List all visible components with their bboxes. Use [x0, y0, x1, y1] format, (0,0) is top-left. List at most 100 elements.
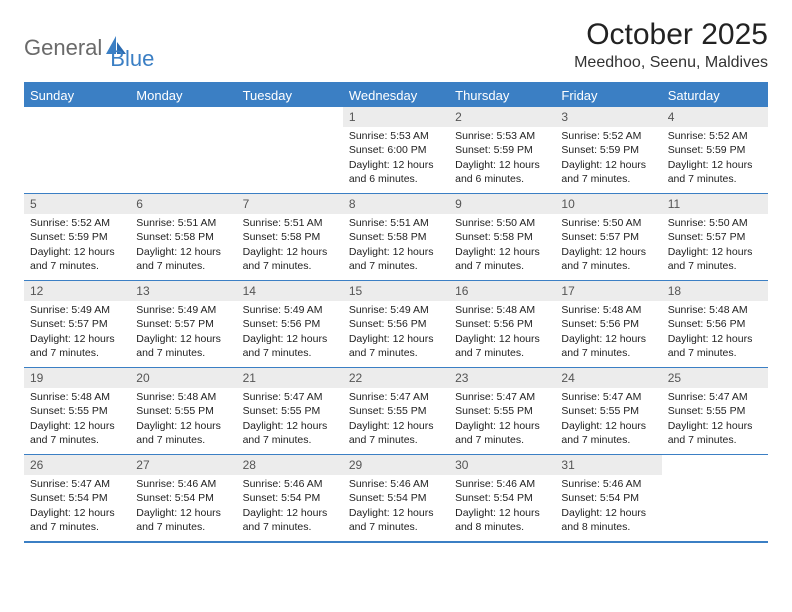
- day-cell: 10Sunrise: 5:50 AMSunset: 5:57 PMDayligh…: [555, 194, 661, 280]
- sunrise-text: Sunrise: 5:46 AM: [136, 477, 230, 491]
- sunset-text: Sunset: 5:54 PM: [243, 491, 337, 505]
- sunrise-text: Sunrise: 5:50 AM: [561, 216, 655, 230]
- day-cell: 13 Sunrise: 5:49 AMSunset: 5:57 PMDayligh…: [130, 281, 236, 367]
- sunrise-text: Sunrise: 5:50 AM: [455, 216, 549, 230]
- daylight-text: Daylight: 12 hours and 6 minutes.: [455, 158, 549, 186]
- sunset-text: Sunset: 5:58 PM: [349, 230, 443, 244]
- day-details: Sunrise: 5:46 AMSunset: 5:54 PMDaylight:…: [555, 475, 661, 539]
- sunset-text: Sunset: 5:54 PM: [136, 491, 230, 505]
- day-details: Sunrise: 5:46 AMSunset: 5:54 PMDaylight:…: [237, 475, 343, 539]
- day-details: Sunrise: 5:46 AMSunset: 5:54 PMDaylight:…: [130, 475, 236, 539]
- day-cell: 7Sunrise: 5:51 AMSunset: 5:58 PMDaylight…: [237, 194, 343, 280]
- daylight-text: Daylight: 12 hours and 7 minutes.: [136, 419, 230, 447]
- day-details: Sunrise: 5:49 AMSunset: 5:56 PMDaylight:…: [343, 301, 449, 365]
- sunrise-text: Sunrise: 5:47 AM: [349, 390, 443, 404]
- sunset-text: Sunset: 5:54 PM: [349, 491, 443, 505]
- sunset-text: Sunset: 5:55 PM: [455, 404, 549, 418]
- day-number: 11: [662, 194, 768, 214]
- sunset-text: Sunset: 5:57 PM: [136, 317, 230, 331]
- sunrise-text: Sunrise: 5:49 AM: [349, 303, 443, 317]
- day-number: 3: [555, 107, 661, 127]
- sunrise-text: Sunrise: 5:48 AM: [561, 303, 655, 317]
- daylight-text: Daylight: 12 hours and 7 minutes.: [455, 332, 549, 360]
- daylight-text: Daylight: 12 hours and 6 minutes.: [349, 158, 443, 186]
- daylight-text: Daylight: 12 hours and 7 minutes.: [561, 332, 655, 360]
- day-cell: 27Sunrise: 5:46 AMSunset: 5:54 PMDayligh…: [130, 455, 236, 541]
- day-details: Sunrise: 5:47 AMSunset: 5:55 PMDaylight:…: [343, 388, 449, 452]
- sunset-text: Sunset: 5:58 PM: [455, 230, 549, 244]
- sunrise-text: Sunrise: 5:52 AM: [561, 129, 655, 143]
- sunset-text: Sunset: 5:55 PM: [243, 404, 337, 418]
- day-cell: 26Sunrise: 5:47 AMSunset: 5:54 PMDayligh…: [24, 455, 130, 541]
- daylight-text: Daylight: 12 hours and 7 minutes.: [243, 419, 337, 447]
- day-number: 29: [343, 455, 449, 475]
- day-details: Sunrise: 5:51 AMSunset: 5:58 PMDaylight:…: [130, 214, 236, 278]
- calendar: SundayMondayTuesdayWednesdayThursdayFrid…: [24, 82, 768, 543]
- day-details: Sunrise: 5:48 AMSunset: 5:56 PMDaylight:…: [555, 301, 661, 365]
- sunset-text: Sunset: 5:56 PM: [243, 317, 337, 331]
- day-header-cell: Monday: [130, 84, 236, 107]
- day-number: 9: [449, 194, 555, 214]
- sunset-text: Sunset: 5:56 PM: [668, 317, 762, 331]
- sunset-text: Sunset: 6:00 PM: [349, 143, 443, 157]
- sunrise-text: Sunrise: 5:50 AM: [668, 216, 762, 230]
- day-number: 7: [237, 194, 343, 214]
- daylight-text: Daylight: 12 hours and 7 minutes.: [668, 158, 762, 186]
- sunrise-text: Sunrise: 5:48 AM: [668, 303, 762, 317]
- day-header-cell: Friday: [555, 84, 661, 107]
- day-cell: 23Sunrise: 5:47 AMSunset: 5:55 PMDayligh…: [449, 368, 555, 454]
- day-cell: 21Sunrise: 5:47 AMSunset: 5:55 PMDayligh…: [237, 368, 343, 454]
- day-cell: 20Sunrise: 5:48 AMSunset: 5:55 PMDayligh…: [130, 368, 236, 454]
- day-cell: 16Sunrise: 5:48 AMSunset: 5:56 PMDayligh…: [449, 281, 555, 367]
- daylight-text: Daylight: 12 hours and 8 minutes.: [455, 506, 549, 534]
- daylight-text: Daylight: 12 hours and 7 minutes.: [349, 245, 443, 273]
- day-details: Sunrise: 5:47 AMSunset: 5:54 PMDaylight:…: [24, 475, 130, 539]
- day-number: 5: [24, 194, 130, 214]
- daylight-text: Daylight: 12 hours and 7 minutes.: [349, 419, 443, 447]
- day-details: Sunrise: 5:51 AMSunset: 5:58 PMDaylight:…: [343, 214, 449, 278]
- day-number: 16: [449, 281, 555, 301]
- sunrise-text: Sunrise: 5:47 AM: [455, 390, 549, 404]
- week-row: 5Sunrise: 5:52 AMSunset: 5:59 PMDaylight…: [24, 193, 768, 280]
- day-header-row: SundayMondayTuesdayWednesdayThursdayFrid…: [24, 84, 768, 107]
- day-cell: [237, 107, 343, 193]
- day-cell: [662, 455, 768, 541]
- sunset-text: Sunset: 5:56 PM: [561, 317, 655, 331]
- sunset-text: Sunset: 5:58 PM: [136, 230, 230, 244]
- daylight-text: Daylight: 12 hours and 7 minutes.: [30, 506, 124, 534]
- day-number: 14: [237, 281, 343, 301]
- day-cell: [130, 107, 236, 193]
- day-number: 17: [555, 281, 661, 301]
- day-cell: 8Sunrise: 5:51 AMSunset: 5:58 PMDaylight…: [343, 194, 449, 280]
- sunrise-text: Sunrise: 5:53 AM: [455, 129, 549, 143]
- day-details: Sunrise: 5:49 AMSunset: 5:57 PMDaylight:…: [24, 301, 130, 365]
- day-number: 2: [449, 107, 555, 127]
- day-details: Sunrise: 5:53 AMSunset: 5:59 PMDaylight:…: [449, 127, 555, 191]
- day-number: 6: [130, 194, 236, 214]
- day-details: Sunrise: 5:50 AMSunset: 5:57 PMDaylight:…: [662, 214, 768, 278]
- daylight-text: Daylight: 12 hours and 7 minutes.: [30, 419, 124, 447]
- day-header-cell: Saturday: [662, 84, 768, 107]
- day-details: Sunrise: 5:52 AMSunset: 5:59 PMDaylight:…: [24, 214, 130, 278]
- day-number: 8: [343, 194, 449, 214]
- daylight-text: Daylight: 12 hours and 7 minutes.: [455, 245, 549, 273]
- day-header-cell: Tuesday: [237, 84, 343, 107]
- sunset-text: Sunset: 5:56 PM: [455, 317, 549, 331]
- day-cell: 5Sunrise: 5:52 AMSunset: 5:59 PMDaylight…: [24, 194, 130, 280]
- daylight-text: Daylight: 12 hours and 7 minutes.: [349, 506, 443, 534]
- sunset-text: Sunset: 5:59 PM: [455, 143, 549, 157]
- day-number: 13: [130, 281, 236, 301]
- sunrise-text: Sunrise: 5:52 AM: [30, 216, 124, 230]
- sunrise-text: Sunrise: 5:49 AM: [243, 303, 337, 317]
- sunrise-text: Sunrise: 5:52 AM: [668, 129, 762, 143]
- day-details: Sunrise: 5:46 AMSunset: 5:54 PMDaylight:…: [449, 475, 555, 539]
- sunrise-text: Sunrise: 5:53 AM: [349, 129, 443, 143]
- sunrise-text: Sunrise: 5:49 AM: [136, 303, 230, 317]
- day-cell: 18Sunrise: 5:48 AMSunset: 5:56 PMDayligh…: [662, 281, 768, 367]
- daylight-text: Daylight: 12 hours and 7 minutes.: [136, 332, 230, 360]
- sunset-text: Sunset: 5:54 PM: [455, 491, 549, 505]
- day-cell: 2Sunrise: 5:53 AMSunset: 5:59 PMDaylight…: [449, 107, 555, 193]
- daylight-text: Daylight: 12 hours and 7 minutes.: [30, 245, 124, 273]
- sunrise-text: Sunrise: 5:47 AM: [30, 477, 124, 491]
- sunset-text: Sunset: 5:59 PM: [30, 230, 124, 244]
